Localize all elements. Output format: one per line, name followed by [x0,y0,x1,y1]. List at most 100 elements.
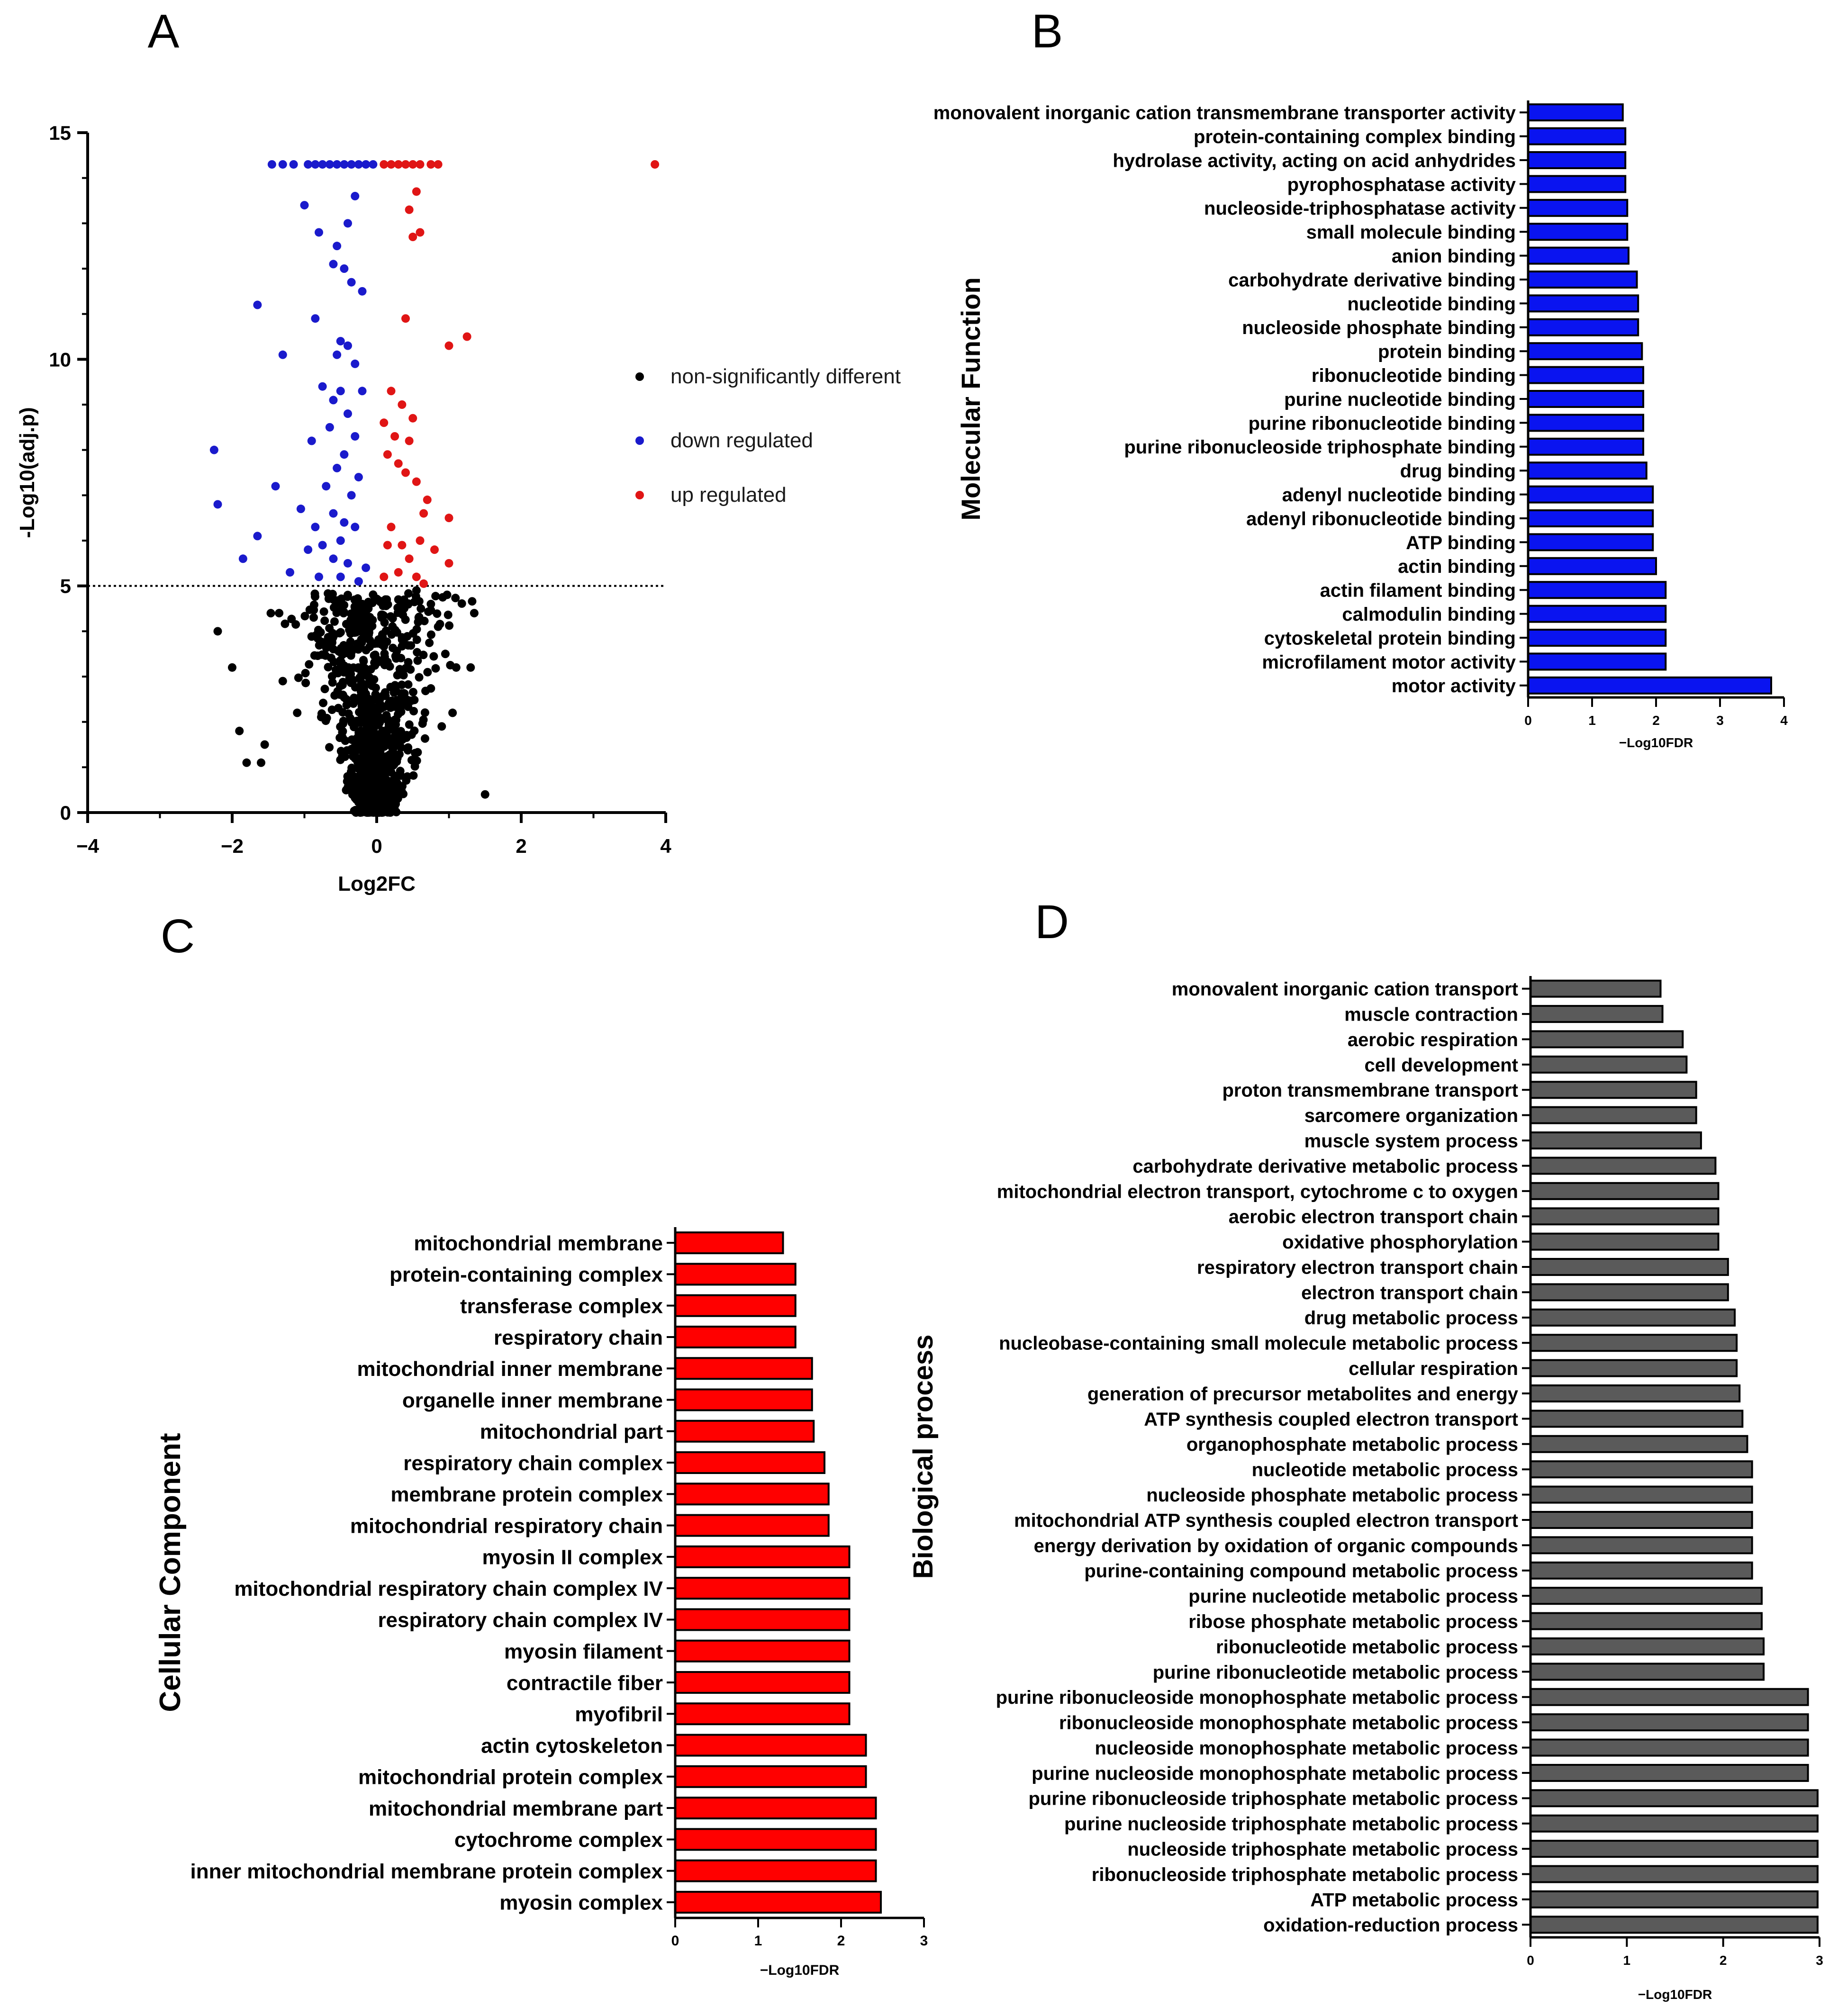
bar [1530,1663,1765,1681]
data-point-ns [281,619,290,628]
data-point-up-regulated [390,432,399,441]
data-point-down-regulated [351,432,360,441]
bar [1530,1308,1736,1327]
bar [1530,1207,1720,1226]
data-point-ns [301,669,310,678]
data-point-down-regulated [344,341,352,350]
bar [674,1702,851,1726]
data-point-ns [317,650,326,659]
bar [1530,1814,1819,1833]
category-label: actin cytoskeleton [481,1734,663,1757]
legend-label: non-significantly different [670,365,901,388]
data-point-ns [402,733,411,742]
bar [674,1231,784,1255]
data-point-ns [354,614,363,623]
data-point-down-regulated [336,572,345,581]
panel-label-d: D [1035,895,1069,949]
category-label: organelle inner membrane [402,1389,663,1412]
bar [1527,533,1654,551]
data-point-up-regulated [462,332,471,341]
data-point-ns [375,718,384,727]
data-point-ns [368,622,377,631]
y-tick-label: 5 [60,575,71,597]
data-point-ns [420,734,429,743]
data-point-ns [384,788,393,797]
data-point-down-regulated [315,228,323,237]
data-point-ns [387,696,396,705]
data-point-ns [322,714,331,723]
data-point-ns [398,633,407,642]
category-label: purine ribonucleoside triphosphate bindi… [1124,437,1516,458]
data-point-up-regulated [651,160,660,169]
bar [674,1263,797,1286]
data-point-ns [301,678,310,687]
data-point-ns [397,707,406,716]
data-point-ns [433,609,442,618]
data-point-ns [350,628,359,637]
data-point-down-regulated [333,160,342,169]
category-label: protein-containing complex binding [1194,127,1516,147]
bar [1530,1106,1697,1124]
category-label: myosin complex [499,1891,663,1915]
bar [674,1483,830,1506]
data-point-down-regulated [340,264,349,273]
category-label: mitochondrial membrane part [369,1797,663,1820]
category-label: muscle contraction [1344,1004,1518,1025]
category-label: nucleoside phosphate metabolic process [1146,1485,1518,1506]
data-point-non-significantly-different [452,663,461,672]
category-label: ATP binding [1406,533,1516,553]
data-point-ns [361,807,370,816]
bar [1530,1763,1809,1782]
bar [674,1671,851,1694]
category-label: microfilament motor activity [1262,652,1516,673]
category-label: proton transmembrane transport [1222,1080,1518,1101]
data-point-non-significantly-different [275,609,284,618]
bar [1527,246,1630,265]
data-point-ns [389,777,398,786]
data-point-ns [310,651,319,660]
data-point-ns [353,639,362,648]
data-point-non-significantly-different [441,650,450,659]
data-point-ns [388,614,397,623]
data-point-down-regulated [329,260,338,269]
data-point-ns [408,687,417,696]
bar [1530,1561,1753,1580]
data-point-down-regulated [315,572,323,581]
bar [1527,557,1657,575]
data-point-ns [378,630,387,639]
data-point-ns [365,636,374,645]
bar [1530,1410,1744,1428]
data-point-non-significantly-different [412,586,421,595]
category-label: cellular respiration [1349,1358,1518,1379]
data-point-down-regulated [347,491,356,500]
data-point-ns [358,711,367,720]
category-label: nucleotide binding [1347,294,1516,315]
category-label: sarcomere organization [1304,1105,1518,1126]
category-label: mitochondrial protein complex [358,1766,663,1789]
category-label: cytochrome complex [454,1828,663,1852]
data-point-down-regulated [311,523,320,532]
data-point-down-regulated [209,445,218,454]
data-point-ns [412,635,421,644]
data-point-down-regulated [340,450,349,459]
data-point-ns [377,704,386,713]
bar [1527,461,1648,480]
bar [1527,342,1643,361]
data-point-ns [355,693,364,702]
bar [1530,1232,1720,1251]
bar [1527,127,1627,145]
data-point-non-significantly-different [213,627,222,636]
data-point-ns [386,808,395,817]
category-label: respiratory chain complex [403,1452,663,1475]
data-point-up-regulated [412,187,421,196]
data-point-down-regulated [340,518,349,527]
data-point-non-significantly-different [329,595,338,604]
bar [1530,1030,1684,1049]
data-point-ns [362,646,371,655]
x-tick-label: −2 [221,835,244,857]
data-point-ns [412,625,421,634]
data-point-down-regulated [344,559,352,568]
data-point-non-significantly-different [470,609,479,618]
data-point-ns [399,689,408,698]
data-point-ns [426,684,435,693]
